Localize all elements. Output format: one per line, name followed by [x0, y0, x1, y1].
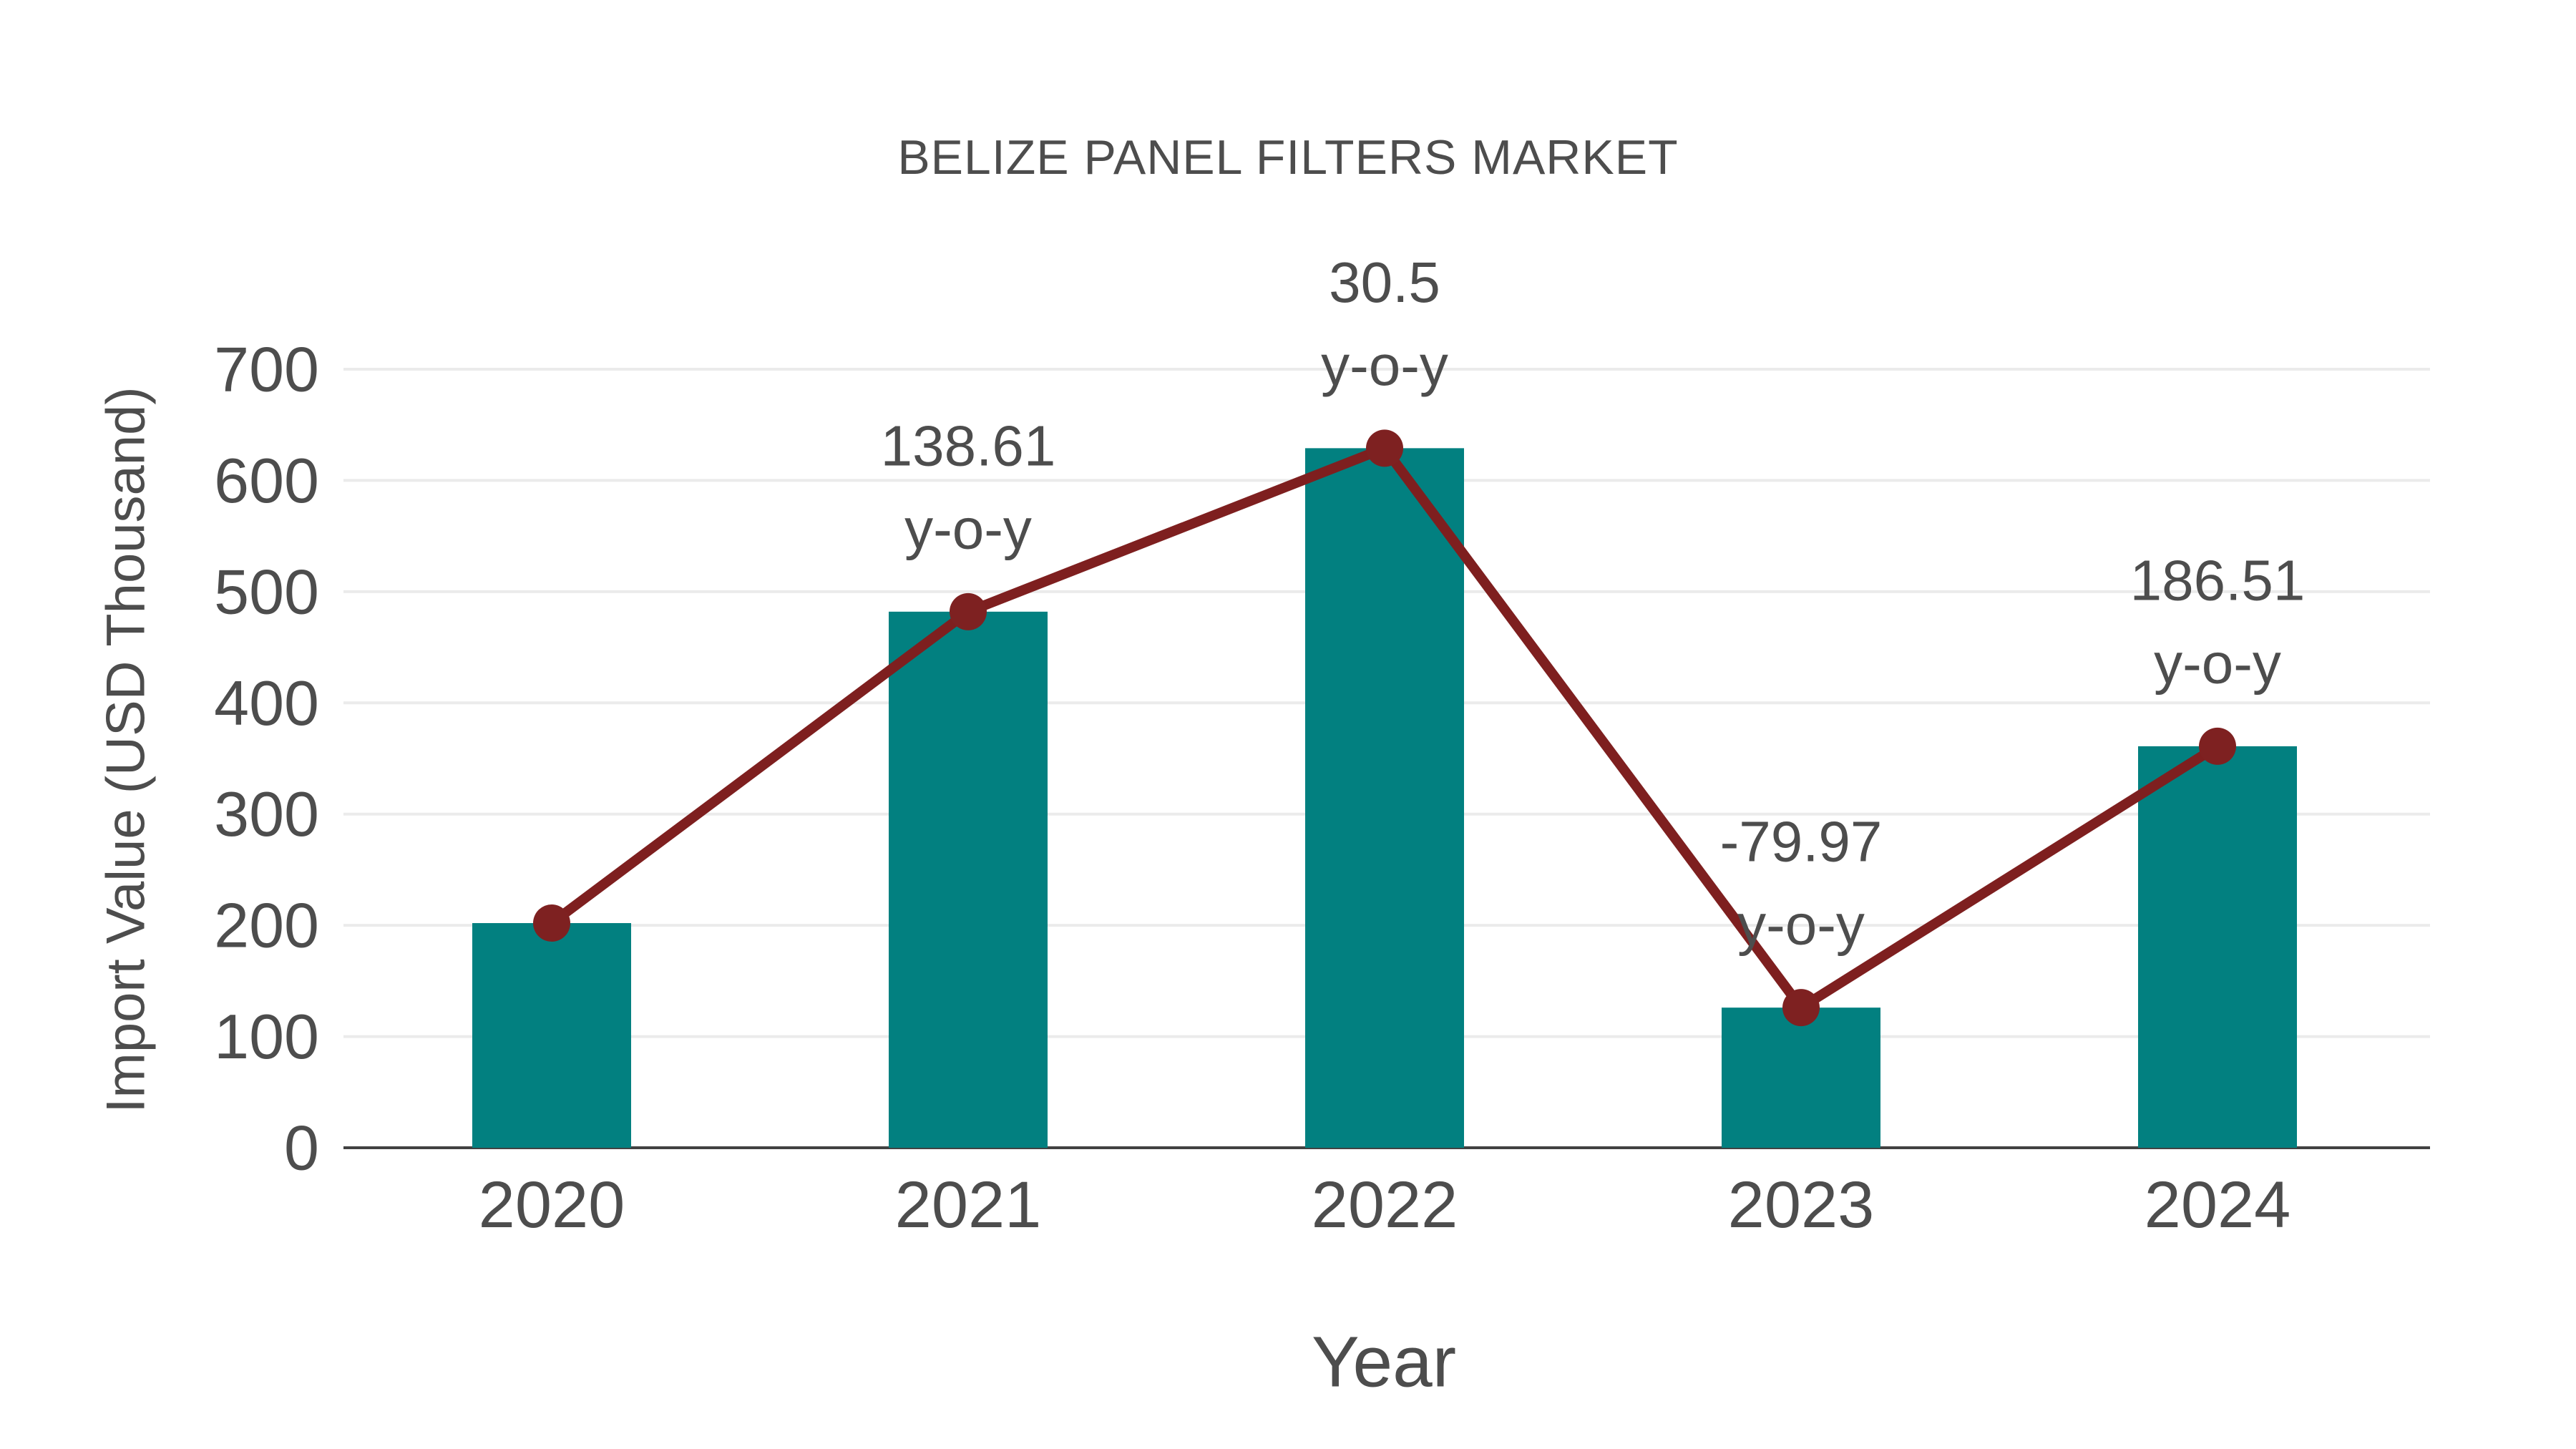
- x-tick-label-2024: 2024: [2145, 1169, 2291, 1241]
- yoy-suffix-label-2022: y-o-y: [1321, 333, 1448, 397]
- yoy-value-label-2021: 138.61: [881, 414, 1056, 477]
- y-tick-label-100: 100: [214, 1001, 319, 1072]
- chart-title: BELIZE PANEL FILTERS MARKET: [897, 130, 1679, 185]
- bar-2021: [889, 611, 1048, 1148]
- y-tick-label-400: 400: [214, 668, 319, 738]
- yoy-suffix-label-2021: y-o-y: [904, 497, 1032, 560]
- x-tick-label-2021: 2021: [895, 1169, 1042, 1241]
- yoy-suffix-label-2024: y-o-y: [2154, 631, 2281, 695]
- bar-2022: [1305, 448, 1464, 1148]
- y-tick-label-300: 300: [214, 779, 319, 849]
- yoy-marker-2020: [533, 904, 570, 942]
- yoy-marker-2021: [950, 592, 987, 630]
- yoy-marker-2024: [2199, 727, 2236, 765]
- bar-2024: [2138, 746, 2297, 1148]
- bar-2020: [472, 923, 631, 1148]
- y-tick-label-200: 200: [214, 890, 319, 961]
- yoy-suffix-label-2023: y-o-y: [1737, 893, 1865, 957]
- yoy-marker-2023: [1782, 989, 1820, 1027]
- yoy-marker-2022: [1366, 429, 1403, 467]
- y-tick-label-0: 0: [284, 1113, 319, 1184]
- y-tick-label-500: 500: [214, 556, 319, 627]
- x-tick-label-2023: 2023: [1728, 1169, 1875, 1241]
- y-tick-label-700: 700: [214, 334, 319, 405]
- y-tick-label-600: 600: [214, 445, 319, 516]
- yoy-value-label-2023: -79.97: [1720, 810, 1883, 874]
- bar-2023: [1722, 1008, 1880, 1148]
- yoy-value-label-2022: 30.5: [1329, 250, 1440, 314]
- x-tick-label-2020: 2020: [479, 1169, 625, 1241]
- x-axis-title: Year: [1311, 1322, 1457, 1402]
- x-tick-label-2022: 2022: [1312, 1169, 1458, 1241]
- yoy-value-label-2024: 186.51: [2130, 548, 2306, 612]
